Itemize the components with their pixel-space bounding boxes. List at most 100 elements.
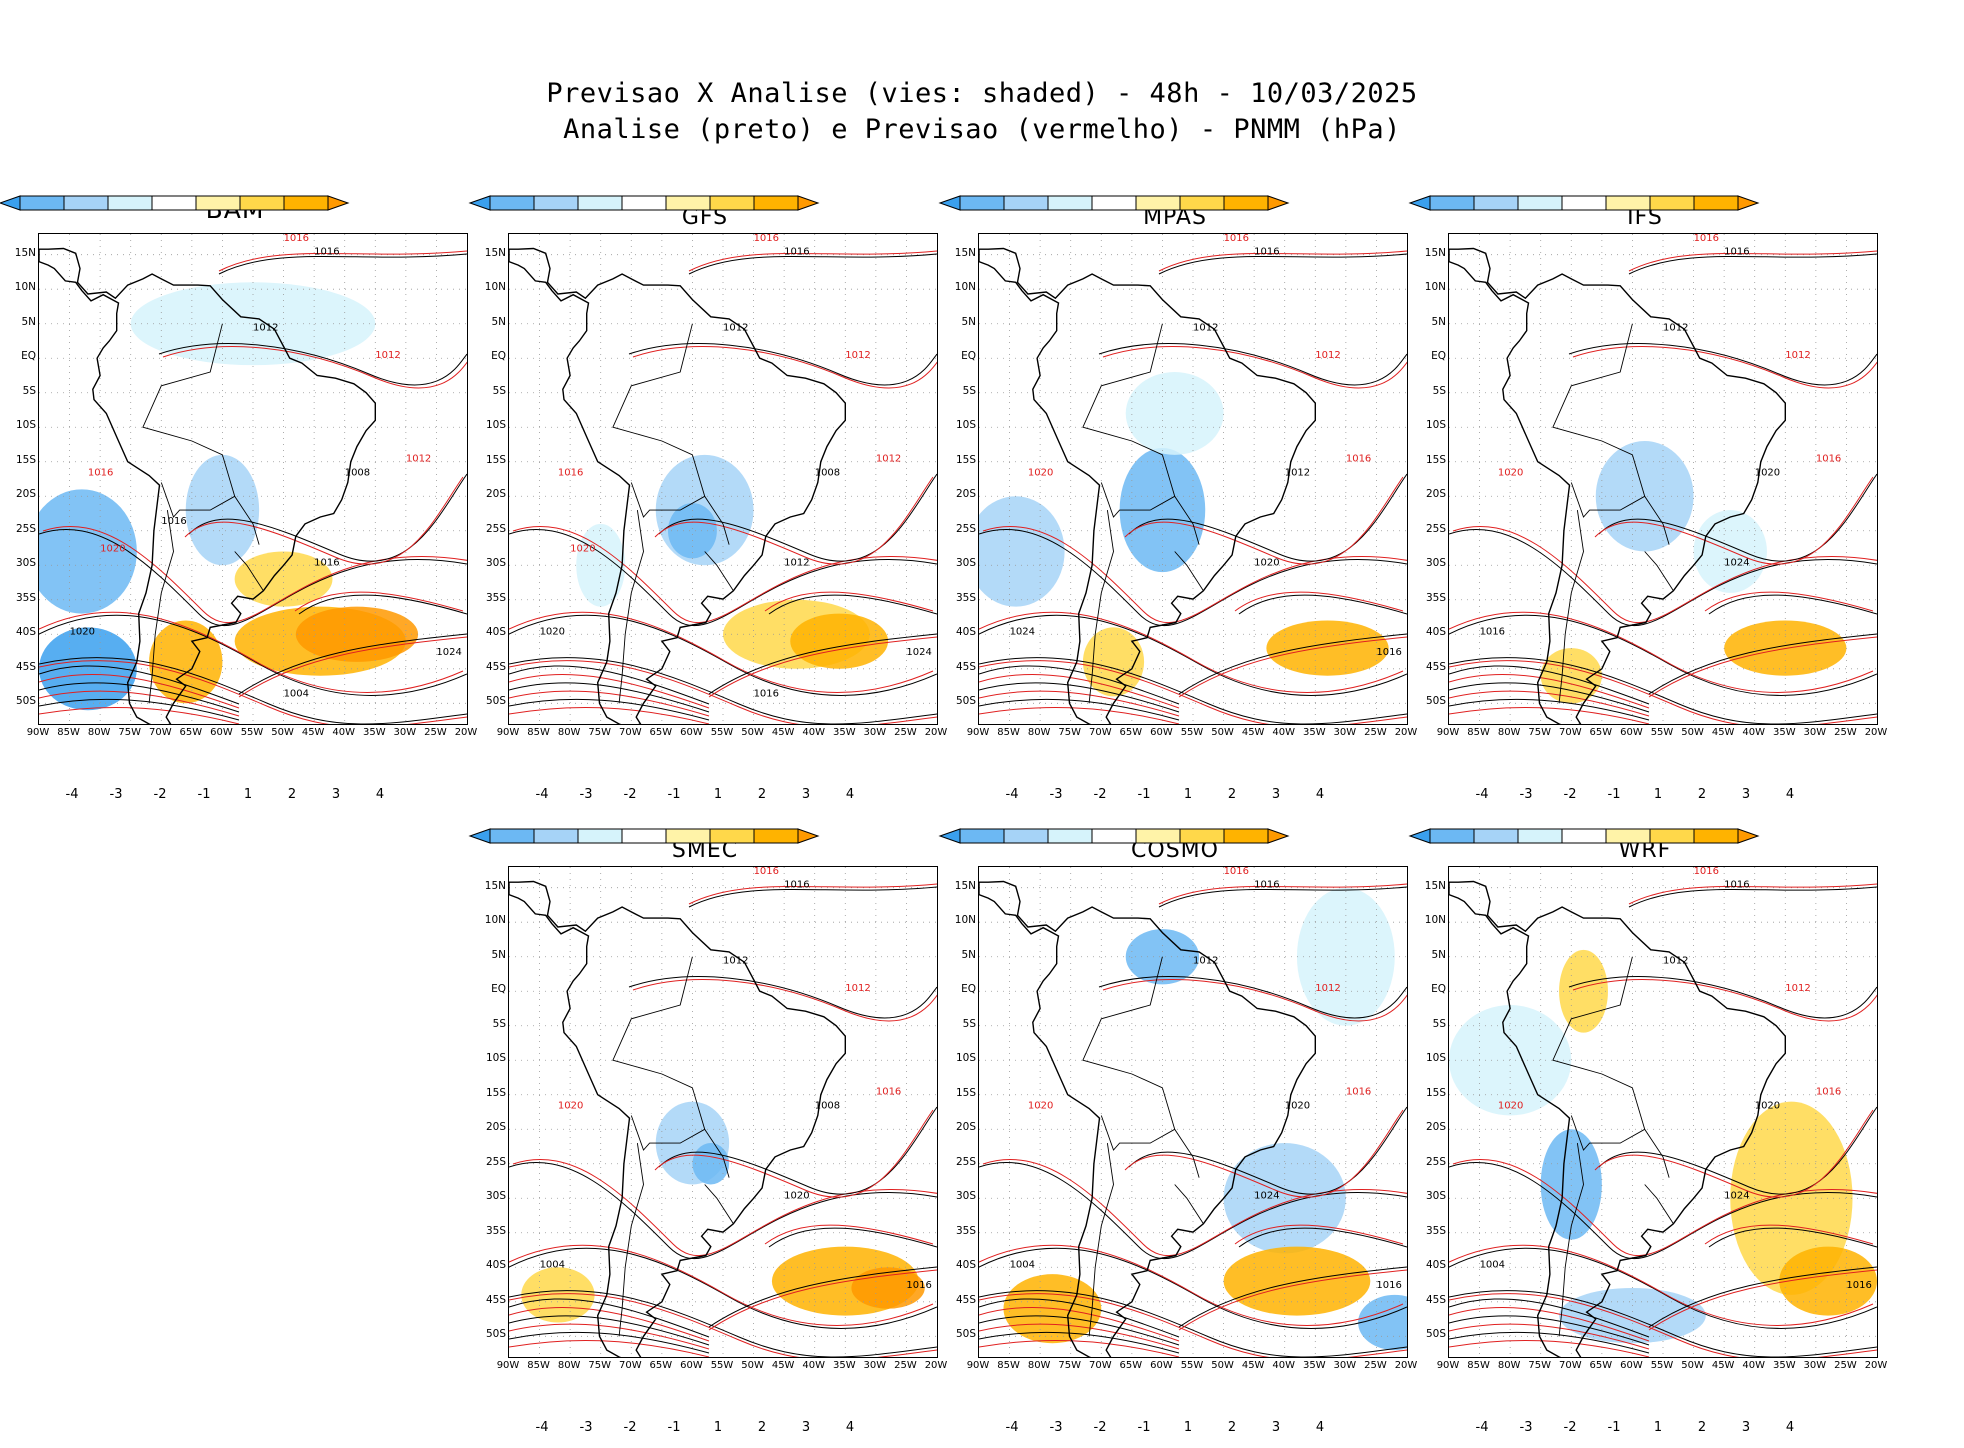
isobar-forecast (509, 660, 937, 724)
lon-tick-label: 90W (1436, 727, 1460, 738)
lat-tick-label: 50S (955, 695, 976, 708)
colorbar-segment (489, 828, 535, 844)
isobar-analysis (39, 698, 240, 721)
isobar-label-forecast: 1020 (1498, 1101, 1523, 1112)
isobar-forecast (184, 476, 464, 565)
lon-tick-label: 75W (1058, 1360, 1082, 1371)
lon-tick-label: 25W (1834, 1360, 1857, 1371)
colorbar-segment (577, 828, 623, 844)
colorbar-label: 4 (1315, 787, 1325, 802)
isobar-forecast (764, 591, 934, 612)
lat-tick-label: 10S (15, 419, 36, 432)
colorbar-label: 2 (1227, 787, 1237, 802)
lon-tick-label: 65W (649, 1360, 673, 1371)
lon-tick-label: 70W (1558, 727, 1582, 738)
lat-tick-label: 40S (955, 626, 976, 639)
colorbar-segment (1135, 195, 1181, 211)
isobar-label-forecast: 1012 (1315, 983, 1340, 994)
colorbar-label: -2 (623, 787, 637, 802)
colorbar-arrow-left (938, 828, 961, 844)
country-border (1644, 1184, 1674, 1225)
isobar-label-analysis: 1016 (1724, 880, 1749, 891)
isobar-forecast (509, 1293, 937, 1357)
isobar-forecast (509, 1306, 710, 1342)
country-border (704, 1184, 734, 1225)
map-area: 1016 1012 1020 1024 1016 1016 1012 1016 1020 (1448, 233, 1878, 725)
lat-tick-label: 5S (492, 1017, 506, 1030)
isobar-label-analysis: 1016 (784, 247, 809, 258)
isobar-forecast (688, 250, 937, 272)
colorbar-arrow-right (797, 195, 820, 211)
isobar-label-forecast: 1012 (406, 454, 431, 465)
lat-tick-label: 35S (955, 1224, 976, 1237)
isobar-analysis (979, 1298, 1180, 1338)
isobar-label-forecast: 1016 (88, 468, 113, 479)
isobar-forecast (1449, 1306, 1650, 1342)
isobar-analysis (979, 682, 1180, 713)
isobar-label-forecast: 1020 (1498, 468, 1523, 479)
colorbar-label: 2 (1227, 1420, 1237, 1435)
coastline (39, 247, 376, 724)
lon-tick-label: 25W (1364, 1360, 1387, 1371)
isobar-forecast (1704, 591, 1874, 612)
isobar-analysis (509, 529, 937, 626)
colorbar-segment (1135, 828, 1181, 844)
lon-tick-label: 40W (1742, 727, 1766, 738)
isobar-forecast (238, 636, 467, 698)
lon-tick-label: 50W (741, 1360, 764, 1371)
lat-tick-label: 20S (15, 488, 36, 501)
isobar-analysis (979, 1162, 1407, 1259)
lon-tick-label: 40W (332, 727, 356, 738)
colorbar (1408, 195, 1760, 211)
lon-tick-label: 20W (1864, 1360, 1888, 1371)
colorbar-segment (151, 195, 197, 211)
lat-tick-label: EQ (1431, 983, 1446, 996)
lon-tick-label: 50W (1681, 1360, 1704, 1371)
colorbar (0, 195, 350, 211)
country-border (148, 510, 174, 704)
colorbar-segment (1179, 195, 1225, 211)
lat-tick-label: 10S (955, 1052, 976, 1065)
colorbar-segment (1003, 195, 1049, 211)
isobar-label-forecast: 1016 (1816, 454, 1841, 465)
lat-tick-label: 15N (1424, 246, 1446, 259)
colorbar-segment (1561, 828, 1607, 844)
lon-tick-label: 25W (1364, 727, 1387, 738)
lat-tick-label: 45S (485, 1293, 506, 1306)
isobar-label-forecast: 1012 (845, 983, 870, 994)
isobar-analysis (509, 1247, 937, 1329)
isobar-forecast (1449, 706, 1650, 724)
lon-tick-label: 65W (1119, 1360, 1143, 1371)
colorbar-segment (1047, 195, 1093, 211)
lat-tick-label: 15N (1424, 879, 1446, 892)
isobar-analysis (509, 1162, 937, 1259)
isobar-forecast (1572, 346, 1877, 389)
isobar-label-forecast: 1020 (558, 1101, 583, 1112)
lat-tick-label: 25S (485, 522, 506, 535)
lat-tick-label: 5N (961, 948, 976, 961)
country-border (630, 482, 705, 518)
isobar-forecast (1102, 346, 1407, 389)
country-border (1107, 1066, 1200, 1178)
lon-tick-label: 45W (1241, 727, 1265, 738)
coastline (1449, 247, 1786, 724)
country-border (1558, 1143, 1584, 1337)
isobar-forecast (512, 526, 937, 623)
isobar-forecast (1178, 636, 1407, 698)
colorbar-label: 1 (1653, 787, 1663, 802)
isobar-analysis (509, 1298, 710, 1338)
isobar-label-analysis: 1016 (754, 688, 779, 699)
isobar-forecast (39, 706, 240, 724)
lon-tick-label: 35W (832, 727, 856, 738)
lon-tick-label: 70W (148, 727, 172, 738)
coastline (509, 880, 846, 1357)
lat-tick-label: 10N (1424, 914, 1446, 927)
bias-patch (1266, 620, 1389, 676)
isobar-forecast (979, 1293, 1407, 1357)
lat-tick-label: 15S (15, 453, 36, 466)
isobar-label-analysis: 1020 (784, 1190, 809, 1201)
isobar-analysis (1628, 886, 1877, 908)
isobar-label-analysis: 1008 (345, 468, 370, 479)
lon-tick-label: 90W (1436, 1360, 1460, 1371)
isobar-label-analysis: 1012 (784, 557, 809, 568)
